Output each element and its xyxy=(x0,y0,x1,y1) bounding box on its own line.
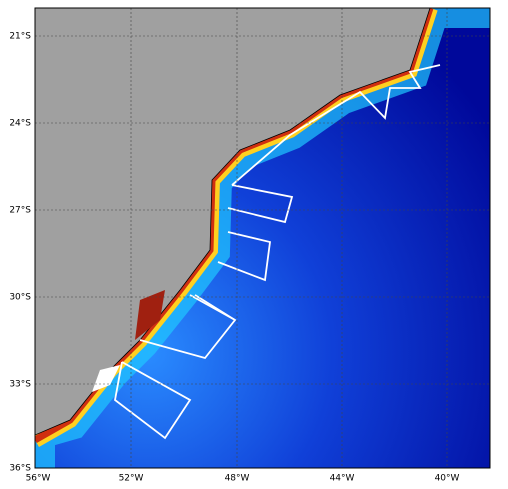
survey-lines xyxy=(114,64,441,440)
x-tick-label: 52°W xyxy=(119,474,144,484)
y-tick-label: 27°S xyxy=(9,206,31,216)
y-tick-label: 33°S xyxy=(9,380,31,390)
y-tick-label: 24°S xyxy=(9,119,31,129)
map-area xyxy=(35,8,490,468)
land xyxy=(35,8,431,436)
y-tick-label: 36°S xyxy=(9,464,31,474)
lagoon xyxy=(135,290,165,340)
axis-labels: 56°W 52°W 48°W 44°W 40°W 21°S 24°S 27°S 30°S 33°S… xyxy=(9,32,459,484)
y-tick-label: 21°S xyxy=(9,32,31,42)
y-tick-label: 30°S xyxy=(9,293,31,303)
x-tick-label: 48°W xyxy=(225,474,250,484)
lagoon-white xyxy=(92,365,120,392)
graticule xyxy=(35,8,490,468)
x-tick-label: 44°W xyxy=(330,474,355,484)
x-tick-label: 40°W xyxy=(435,474,460,484)
x-tick-label: 56°W xyxy=(26,474,51,484)
map-frame xyxy=(34,7,491,469)
